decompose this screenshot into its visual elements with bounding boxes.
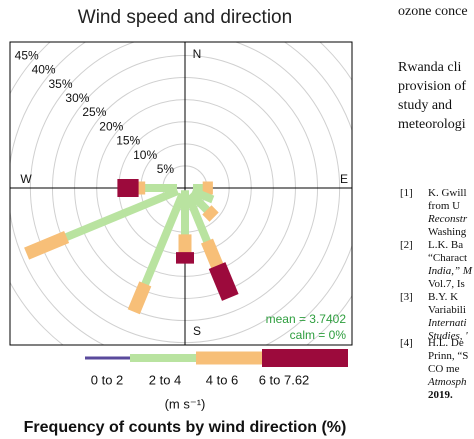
rose-segment bbox=[24, 231, 70, 260]
reference-line: Reconstr bbox=[428, 213, 468, 225]
reference-number: [1] bbox=[400, 187, 413, 199]
ring-label: 40% bbox=[32, 63, 56, 77]
reference-line: K. Gwill bbox=[428, 187, 467, 199]
legend-swatch bbox=[85, 356, 130, 360]
legend-label: 0 to 2 bbox=[91, 372, 124, 387]
rose-segment bbox=[202, 205, 219, 222]
legend-unit: (m s⁻¹) bbox=[165, 396, 206, 411]
text-line: ozone conce bbox=[398, 4, 468, 19]
ring-label: 10% bbox=[133, 148, 157, 162]
ring-label: 15% bbox=[116, 134, 140, 148]
direction-label: W bbox=[20, 172, 32, 186]
reference-line: Vol.7, Is bbox=[428, 278, 465, 290]
legend-swatch bbox=[196, 351, 262, 365]
ring-label: 20% bbox=[99, 119, 123, 133]
rose-segment bbox=[184, 193, 214, 250]
chart-title: Wind speed and direction bbox=[78, 7, 292, 28]
reference-line: Prinn, “S bbox=[428, 350, 469, 362]
ring-label: 30% bbox=[65, 91, 89, 105]
rose-segment bbox=[137, 184, 177, 192]
rose-segment bbox=[57, 187, 180, 244]
reference-line: “Charact bbox=[428, 252, 468, 264]
reference-line: from U bbox=[428, 200, 461, 212]
reference-number: [2] bbox=[400, 239, 413, 251]
rose-segment bbox=[117, 179, 139, 197]
reference-line: Washing bbox=[428, 226, 467, 238]
mean-label: mean = 3.7402 bbox=[266, 312, 347, 326]
reference-line: Atmosph bbox=[428, 376, 467, 388]
plot-area: 5%10%15%20%25%30%35%40%45% bbox=[10, 42, 352, 345]
legend-label: 2 to 4 bbox=[149, 372, 182, 387]
reference-line: B.Y. K bbox=[428, 291, 459, 303]
reference-line: India,” M bbox=[428, 265, 472, 277]
direction-label: N bbox=[193, 47, 202, 61]
direction-label: E bbox=[340, 172, 348, 186]
legend-label: 6 to 7.62 bbox=[259, 372, 310, 387]
ring-label: 5% bbox=[157, 162, 175, 176]
paragraph-line: study and bbox=[398, 98, 453, 113]
rose-segment bbox=[190, 187, 215, 204]
ring-label: 45% bbox=[15, 48, 39, 62]
reference-number: [3] bbox=[400, 291, 413, 303]
legend-label: 4 to 6 bbox=[206, 372, 239, 387]
paragraph-line: meteorologi bbox=[398, 117, 466, 132]
rose-segment bbox=[127, 281, 152, 315]
calm-label: calm = 0% bbox=[290, 328, 347, 342]
reference-line: Studies, ' bbox=[428, 330, 468, 342]
reference-line: CO me bbox=[428, 363, 460, 375]
ring-label: 35% bbox=[49, 77, 73, 91]
legend-swatch bbox=[262, 349, 348, 367]
wind-rose-figure: Wind speed and direction 5%10%15%20%25%3… bbox=[9, 7, 353, 436]
rose-segment bbox=[138, 192, 187, 293]
paragraph-line: provision of bbox=[398, 79, 467, 94]
reference-line: H.L. De bbox=[428, 337, 464, 349]
direction-label: S bbox=[193, 324, 201, 338]
reference-line: L.K. Ba bbox=[428, 239, 464, 251]
reference-number: [4] bbox=[400, 337, 413, 349]
ring-label: 25% bbox=[82, 105, 106, 119]
rose-segment bbox=[202, 181, 213, 195]
plot-frame bbox=[9, 41, 353, 346]
reference-line: Variabili bbox=[428, 304, 466, 316]
rose-segment bbox=[176, 252, 194, 264]
reference-line: 2019. bbox=[428, 389, 453, 401]
reference-line: Internati bbox=[428, 317, 467, 329]
paragraph-line: Rwanda cli bbox=[398, 60, 462, 75]
x-axis-label: Frequency of counts by wind direction (%… bbox=[24, 419, 347, 436]
legend-swatch bbox=[130, 354, 196, 362]
legend: 0 to 2 2 to 4 4 to 6 6 to 7.62 bbox=[85, 349, 348, 387]
rose-segment bbox=[208, 262, 239, 301]
